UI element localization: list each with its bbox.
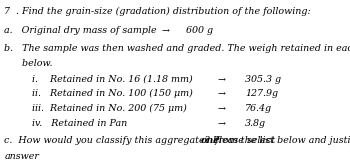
- Text: 127.9g: 127.9g: [245, 89, 278, 98]
- Text: →: →: [217, 89, 225, 98]
- Text: one: one: [200, 136, 219, 145]
- Text: 3.8g: 3.8g: [245, 119, 266, 128]
- Text: below.: below.: [4, 59, 53, 68]
- Text: b.   The sample was then washed and graded. The weigh retained in each sieve is : b. The sample was then washed and graded…: [4, 44, 350, 53]
- Text: 7  . Find the grain-size (gradation) distribution of the following:: 7 . Find the grain-size (gradation) dist…: [4, 7, 311, 16]
- Text: →: →: [217, 75, 225, 84]
- Text: →: →: [217, 119, 225, 128]
- Text: 76.4g: 76.4g: [245, 104, 272, 113]
- Text: i.    Retained in No. 16 (1.18 mm): i. Retained in No. 16 (1.18 mm): [32, 75, 192, 84]
- Text: iv.   Retained in Pan: iv. Retained in Pan: [32, 119, 127, 128]
- Text: →: →: [161, 26, 169, 35]
- Text: iii.  Retained in No. 200 (75 μm): iii. Retained in No. 200 (75 μm): [32, 104, 186, 113]
- Text: 305.3 g: 305.3 g: [245, 75, 281, 84]
- Text: 600 g: 600 g: [186, 26, 213, 35]
- Text: a.   Original dry mass of sample: a. Original dry mass of sample: [4, 26, 157, 35]
- Text: →: →: [217, 104, 225, 113]
- Text: answer: answer: [4, 152, 39, 161]
- Text: ii.   Retained in No. 100 (150 μm): ii. Retained in No. 100 (150 μm): [32, 89, 193, 98]
- Text: c.  How would you classify this aggregate? Please select: c. How would you classify this aggregate…: [4, 136, 279, 145]
- Text: from the list below and justify your: from the list below and justify your: [212, 136, 350, 145]
